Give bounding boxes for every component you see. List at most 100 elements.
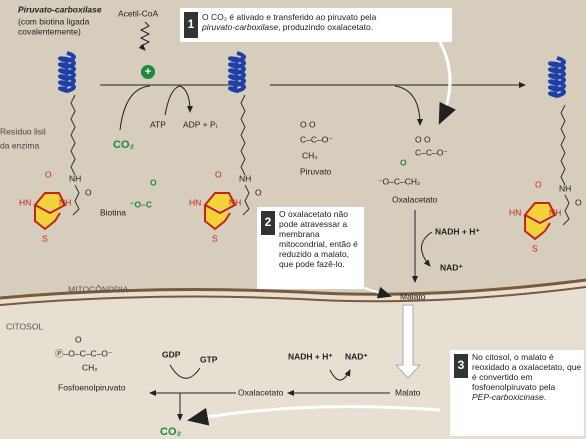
arrow — [394, 85, 423, 126]
ring — [523, 202, 557, 241]
step-text-part: , produzindo oxalacetato. — [278, 22, 373, 32]
o: O — [255, 187, 262, 197]
oxaloacetate: Oxalacetato — [238, 387, 284, 397]
step-text-part: que pode fazê-lo. — [279, 259, 345, 269]
o: O — [575, 197, 582, 207]
o: O — [215, 169, 222, 179]
protein — [228, 51, 246, 94]
step-badge — [261, 211, 275, 235]
membrane — [0, 278, 586, 300]
atp: ATP — [150, 119, 166, 129]
hn: HN — [19, 197, 31, 207]
oxaloacetate: O — [400, 157, 407, 167]
hn: HN — [509, 207, 521, 217]
oxaloacetate: ⁻O–C–CH₂ — [378, 176, 420, 186]
chain — [240, 94, 246, 176]
step-text: O CO₂ é ativado e transferido ao piruvat… — [201, 12, 379, 32]
hn: HN — [189, 197, 201, 207]
biotin-label: Biotina — [100, 207, 126, 217]
step-box — [180, 8, 452, 42]
carboxyl: ⁻O–C — [130, 199, 152, 209]
step-text-part: O CO₂ é ativado e transferido ao piruvat… — [202, 12, 379, 22]
pyruvate: C–C–O⁻ — [300, 134, 333, 144]
pep: CH₂ — [82, 362, 98, 372]
o: O — [45, 169, 52, 179]
lysyl: Resíduo lisil — [0, 126, 46, 136]
nh: NH — [239, 173, 251, 183]
step-text-part: fosfoenolpiruvato pela — [472, 382, 558, 392]
o: O — [535, 179, 542, 189]
pep: O — [75, 334, 82, 344]
step-box — [450, 350, 584, 436]
cyto-label: CITOSOL — [6, 321, 43, 331]
co2: CO₂ — [160, 426, 182, 438]
enzyme-name: Piruvato-carboxilase — [18, 4, 102, 14]
nh: NH — [229, 197, 241, 207]
nadh: NADH + H⁺ — [435, 226, 480, 236]
step-text-part: . — [544, 392, 546, 402]
gdp: GDP — [162, 349, 181, 359]
step-text-part: PEP-carboxicinase — [472, 392, 544, 402]
nh: NH — [69, 173, 81, 183]
mito-label: MITOCÔNDRIA — [68, 284, 129, 294]
pyruvate-label: Piruvato — [300, 166, 331, 176]
arrow — [421, 231, 433, 267]
chain — [562, 194, 570, 226]
o: O — [85, 187, 92, 197]
step-text-part: mitocondrial, então é — [279, 239, 360, 249]
enzyme-note: covalentemente) — [18, 26, 81, 36]
s: S — [532, 243, 538, 253]
step-number: 2 — [265, 215, 272, 229]
arrow — [394, 304, 422, 379]
arrow — [169, 364, 201, 379]
step-text-part: membrana — [279, 229, 322, 239]
acetyl: Acetil-CoA — [118, 8, 158, 18]
oxaloacetate: O O — [415, 134, 431, 144]
s: S — [212, 233, 218, 243]
protein — [58, 51, 76, 94]
pyruvate: O O — [300, 119, 316, 129]
nh: NH — [559, 183, 571, 193]
step-text: O oxalacetato não pode atravessar a memb… — [279, 209, 360, 269]
arrow — [339, 279, 392, 299]
protein — [548, 56, 566, 99]
chain — [72, 184, 80, 216]
nh: NH — [549, 207, 561, 217]
malate: Malato — [400, 291, 426, 301]
arrow — [329, 369, 351, 381]
step-number: 3 — [458, 358, 465, 372]
chain — [560, 104, 566, 186]
step-text-part: reoxidado a oxalacetato, que — [472, 362, 584, 372]
nad: NAD⁺ — [345, 351, 368, 361]
adp: ADP + Pᵢ — [183, 119, 217, 129]
oxaloacetate-label: Oxalacetato — [392, 194, 438, 204]
step-badge — [184, 12, 198, 38]
step-text-part: piruvato-carboxilase — [201, 22, 278, 32]
arrow — [119, 85, 151, 131]
step-text-part: pode atravessar a — [279, 219, 349, 229]
plus-icon — [141, 65, 155, 79]
step-text-part: No citosol, o malato é — [472, 352, 556, 362]
ring — [203, 192, 237, 231]
step-text-part: reduzido a malato, — [279, 249, 351, 259]
carboxyl-o: O — [150, 177, 157, 187]
pyruvate: CH₃ — [302, 150, 318, 160]
step-number: 1 — [188, 17, 195, 31]
co2: CO₂ — [113, 139, 135, 151]
nadh: NADH + H⁺ — [288, 351, 333, 361]
plus: + — [145, 66, 151, 78]
s: S — [42, 233, 48, 243]
chain — [70, 94, 76, 176]
ring — [33, 192, 67, 231]
step-badge — [454, 354, 468, 378]
malate: Malato — [395, 387, 421, 397]
arrow — [138, 21, 151, 51]
nh: NH — [59, 197, 71, 207]
step-text-part: O oxalacetato não — [279, 209, 350, 219]
step-text-part: é convertido em — [472, 372, 535, 382]
gtp: GTP — [200, 354, 218, 364]
oxaloacetate: C–C–O⁻ — [415, 147, 448, 157]
step-text: No citosol, o malato é reoxidado a oxala… — [472, 352, 584, 402]
arrow — [438, 41, 456, 125]
